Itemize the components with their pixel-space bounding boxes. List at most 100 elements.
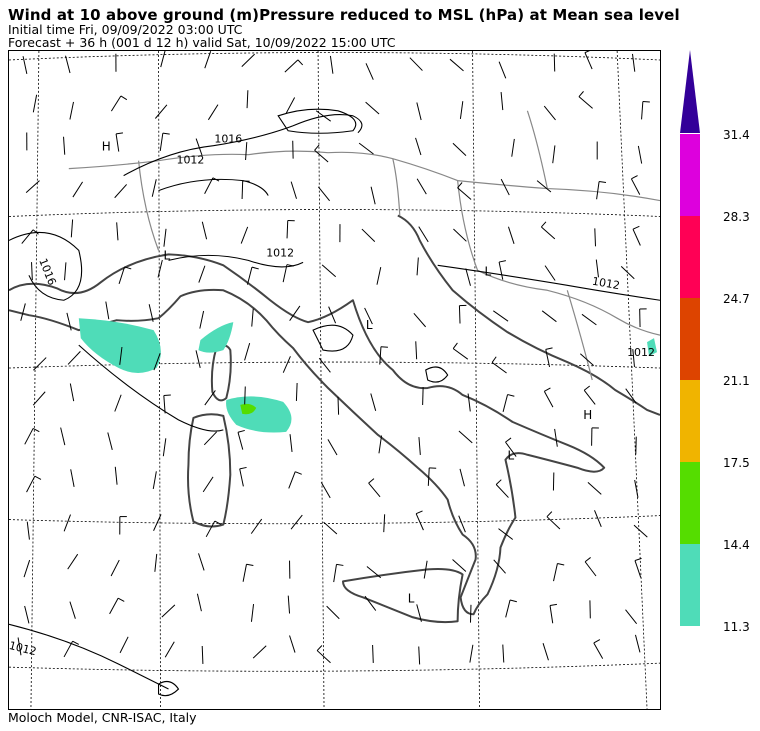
- wind-barb: [110, 559, 120, 577]
- wind-barb: [423, 560, 428, 579]
- legend-swatch: [680, 380, 700, 462]
- wind-barb: [195, 350, 201, 368]
- wind-barb-flag: [32, 428, 40, 433]
- wind-barb: [64, 262, 67, 281]
- wind-barb-flag: [549, 603, 557, 606]
- wind-barb: [544, 265, 556, 281]
- wind-barb: [498, 61, 507, 79]
- wind-barb: [288, 471, 296, 489]
- initial-time: Initial time Fri, 09/09/2022 03:00 UTC: [8, 22, 243, 37]
- wind-barb: [500, 178, 510, 196]
- wind-barb: [469, 644, 474, 663]
- legend-value: 28.3: [723, 210, 750, 224]
- wind-barb: [65, 55, 71, 74]
- wind-barb: [620, 265, 635, 280]
- wind-barb-flag: [124, 266, 132, 270]
- forecast-valid-time: Forecast + 36 h (001 d 12 h) valid Sat, …: [8, 35, 396, 50]
- wind-barb: [458, 430, 473, 444]
- wind-barb: [365, 101, 380, 115]
- wind-barb: [66, 312, 72, 331]
- wind-barb-flag: [546, 511, 553, 518]
- wind-barb-flag: [599, 181, 607, 184]
- wind-barb-flag: [34, 475, 42, 480]
- wind-barb: [584, 52, 593, 70]
- wind-barb: [282, 264, 288, 283]
- wind-barb: [24, 428, 34, 445]
- mainland-coast: [9, 253, 606, 616]
- wind-barb: [290, 514, 303, 530]
- isobar-label: 1012: [176, 154, 204, 167]
- wind-barb: [427, 467, 430, 486]
- wind-barbs: [17, 51, 650, 665]
- wind-barb: [409, 57, 423, 71]
- wind-barb: [372, 644, 374, 663]
- wind-barb: [370, 393, 377, 411]
- wind-barb-flag: [452, 342, 458, 349]
- wind-barb: [495, 484, 509, 498]
- wind-barb: [632, 228, 641, 246]
- wind-barb: [153, 353, 161, 371]
- wind-barb: [204, 390, 216, 406]
- wind-barb: [114, 394, 122, 412]
- wind-barb: [26, 521, 30, 540]
- wind-barb: [285, 97, 296, 114]
- sardinia-coast: [187, 413, 232, 528]
- wind-barb: [196, 593, 202, 612]
- wind-barb: [31, 262, 33, 281]
- wind-barb: [378, 435, 383, 454]
- wind-barb: [511, 138, 515, 157]
- wind-barb: [581, 313, 597, 326]
- wind-barb: [32, 391, 46, 406]
- low-center: L: [507, 449, 514, 463]
- wind-barb: [641, 101, 644, 120]
- wind-barb: [578, 96, 593, 109]
- wind-barb: [593, 642, 604, 659]
- legend-value: 21.1: [723, 374, 750, 388]
- wind-barb: [154, 104, 168, 119]
- isobar-labels: 1016 1012 1016 1012 1012 1012 1012: [9, 133, 655, 659]
- wind-barb: [498, 528, 514, 540]
- wind-barb: [289, 635, 296, 653]
- wind-barb-flag: [237, 429, 245, 433]
- wind-barb-flag: [117, 597, 125, 602]
- wind-barb: [502, 394, 509, 413]
- wind-barb: [416, 257, 419, 276]
- high-center: H: [102, 140, 111, 154]
- wind-barb-flag: [578, 91, 584, 97]
- wind-barb-flag: [495, 479, 502, 485]
- wind-barb: [241, 53, 255, 68]
- wind-barb: [500, 92, 504, 111]
- wind-barb: [284, 59, 299, 73]
- pressure-centers: H L L L H L L: [102, 140, 593, 606]
- wind-barb: [110, 95, 122, 112]
- wind-barb: [554, 428, 558, 447]
- wind-barb: [23, 559, 31, 578]
- wind-barb: [587, 482, 602, 495]
- wind-barb-flag: [214, 520, 222, 525]
- wind-barb: [72, 181, 83, 198]
- wind-barb: [498, 261, 504, 280]
- wind-barb: [543, 391, 554, 408]
- wind-barb-flag: [286, 264, 294, 267]
- wind-barb-flag: [505, 437, 512, 443]
- wind-barb: [205, 520, 216, 538]
- wind-barb: [625, 388, 637, 404]
- wind-barb: [33, 357, 47, 371]
- wind-barb: [376, 267, 382, 285]
- wind-barb: [552, 145, 556, 164]
- legend-swatch: [680, 462, 700, 544]
- wind-barb: [115, 133, 120, 152]
- corsica-coast: [210, 344, 232, 402]
- wind-barb-flag: [368, 478, 375, 484]
- wind-barb: [237, 432, 244, 450]
- wind-barb: [314, 149, 329, 163]
- wind-barb: [202, 476, 214, 493]
- wind-barb: [199, 310, 205, 329]
- wind-barb-flag: [72, 640, 80, 645]
- wind-barb-flag: [297, 59, 304, 66]
- wind-barb: [418, 437, 421, 456]
- wind-barb: [119, 636, 129, 654]
- wind-barb-flag: [295, 471, 302, 475]
- wind-barb: [630, 178, 641, 195]
- wind-barb: [467, 393, 471, 412]
